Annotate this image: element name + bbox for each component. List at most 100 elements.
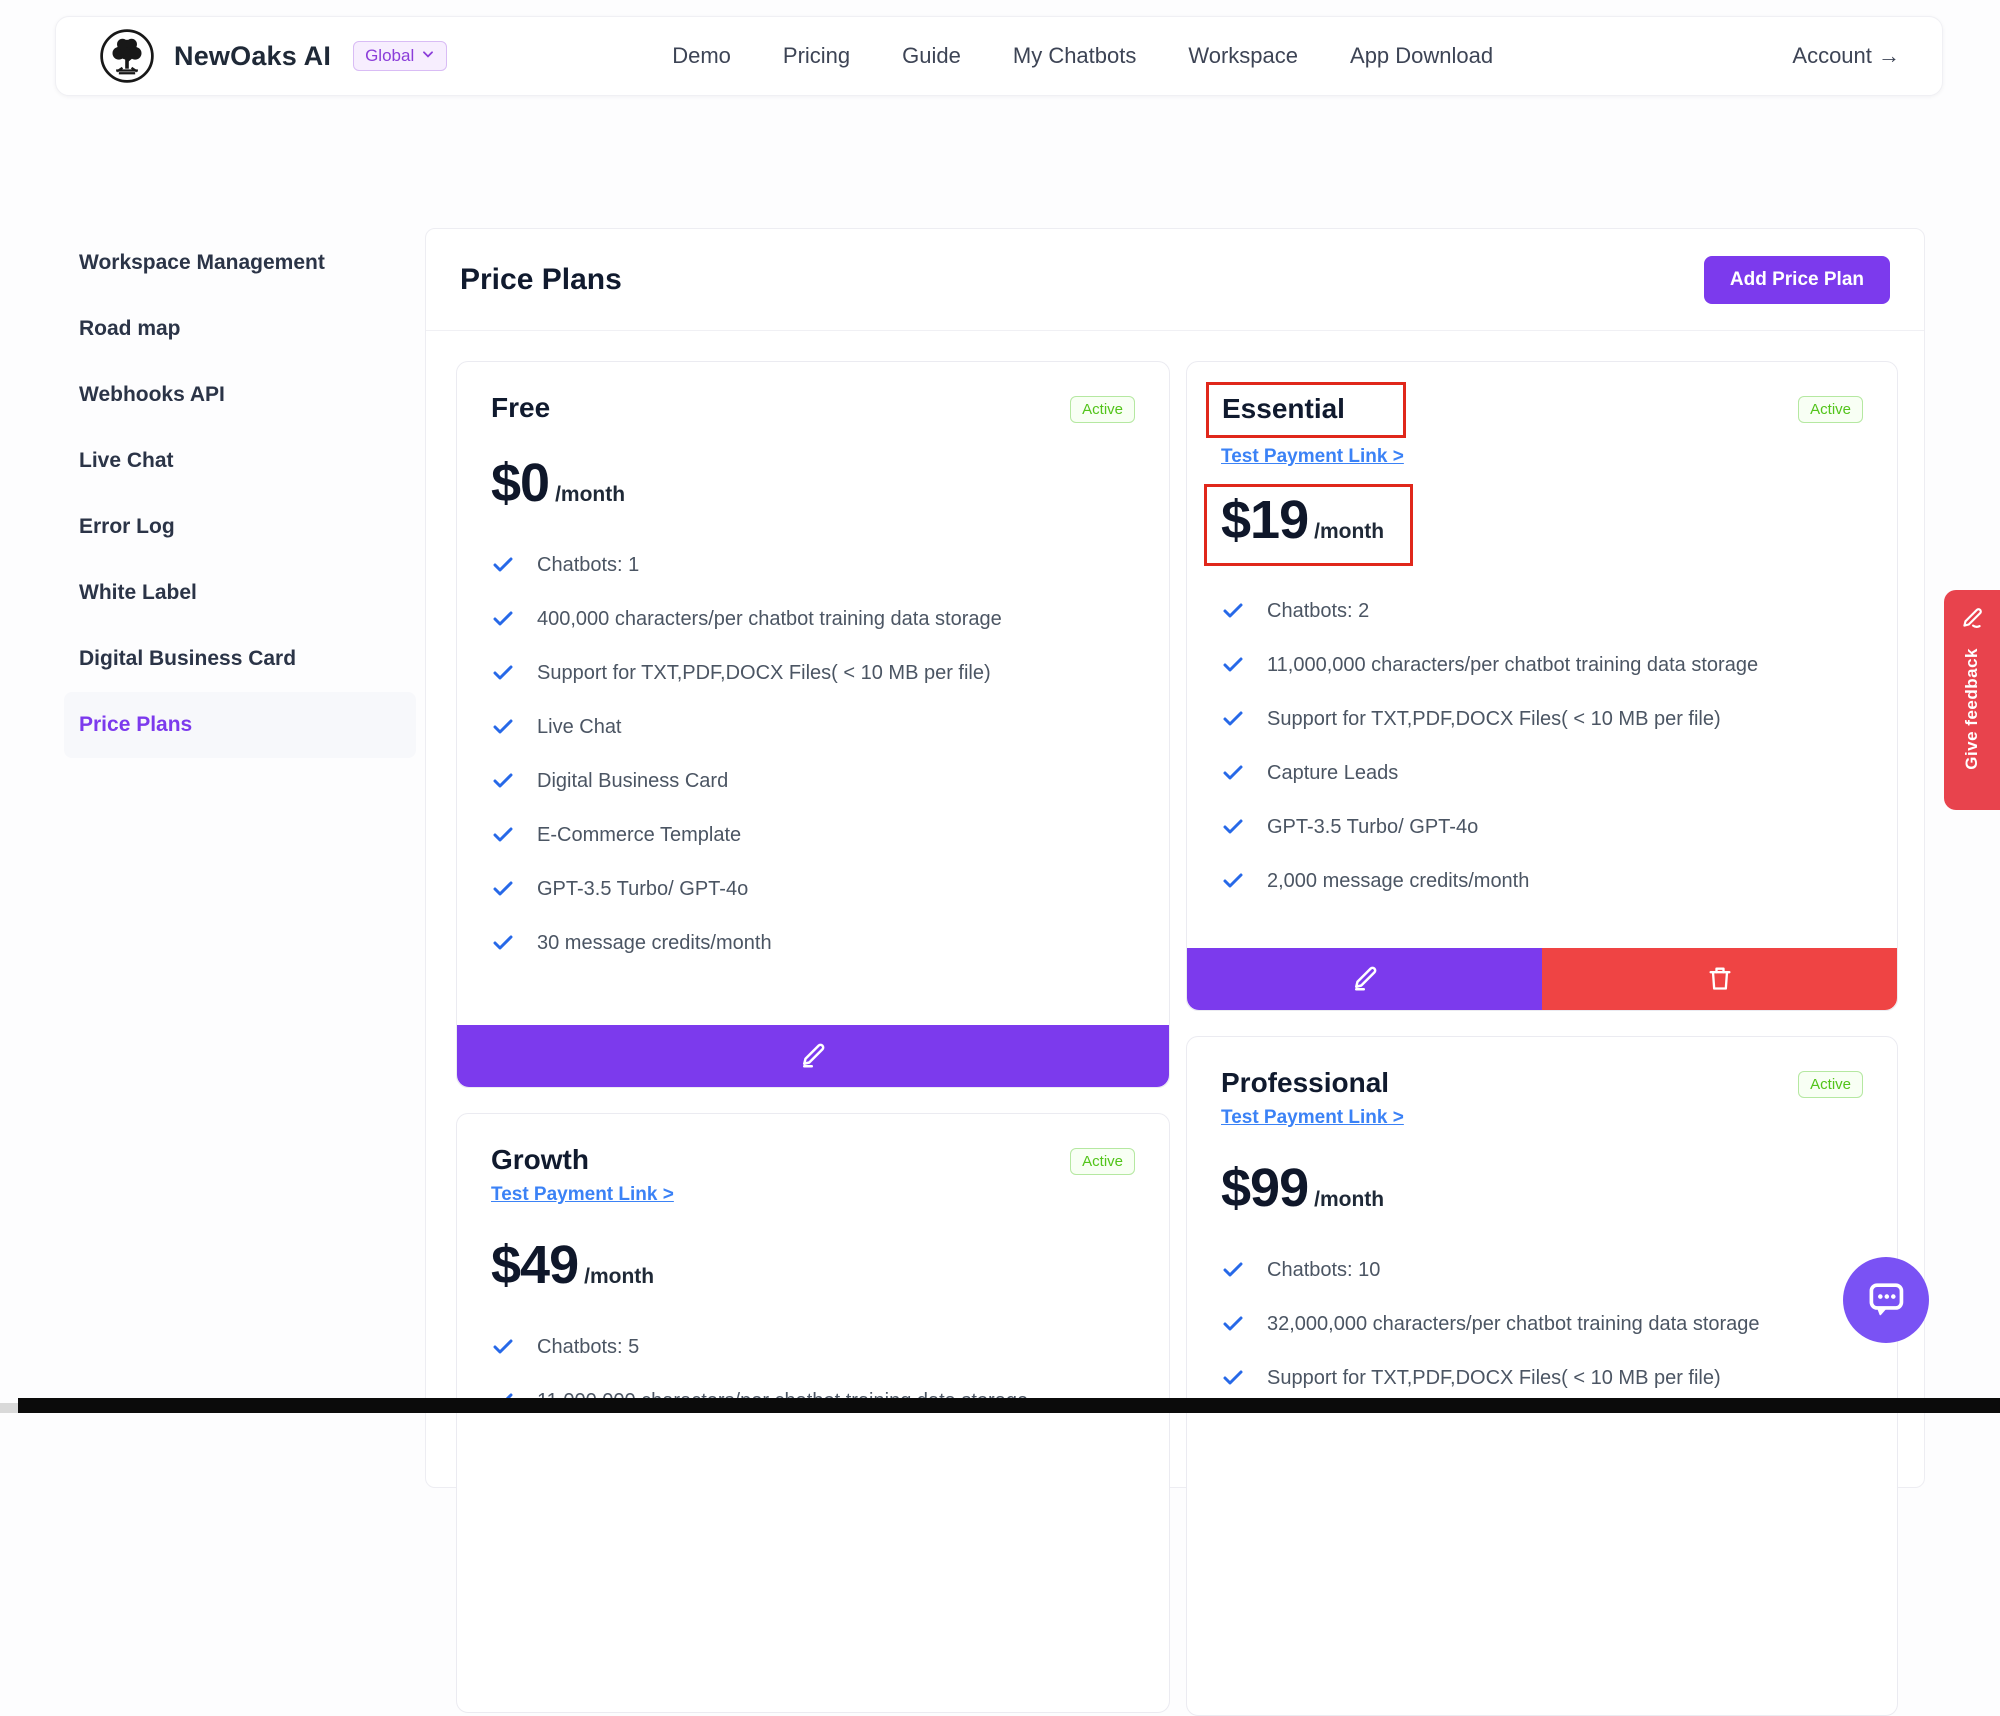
tree-logo-icon bbox=[98, 27, 156, 85]
main-nav: Demo Pricing Guide My Chatbots Workspace… bbox=[672, 43, 1493, 69]
plan-card-professional: Professional Active Test Payment Link > … bbox=[1186, 1036, 1898, 1716]
feature-item: 32,000,000 characters/per chatbot traini… bbox=[1221, 1297, 1863, 1351]
check-icon bbox=[491, 661, 515, 685]
account-link[interactable]: Account → bbox=[1792, 43, 1900, 68]
plan-price: $49 bbox=[491, 1235, 579, 1295]
status-badge: Active bbox=[1070, 1148, 1135, 1175]
plan-price: $99 bbox=[1221, 1158, 1309, 1218]
feature-item: Digital Business Card bbox=[491, 754, 1135, 808]
feature-item: 400,000 characters/per chatbot training … bbox=[491, 592, 1135, 646]
plan-period: /month bbox=[1314, 520, 1385, 543]
sidebar-item-white-label[interactable]: White Label bbox=[79, 581, 197, 604]
top-navbar: NewOaks AI Global Demo Pricing Guide My … bbox=[55, 16, 1943, 96]
feature-item: 2,000 message credits/month bbox=[1221, 854, 1863, 908]
chevron-down-icon bbox=[421, 46, 435, 66]
sidebar-item-error-log[interactable]: Error Log bbox=[79, 515, 175, 538]
plan-period: /month bbox=[1314, 1188, 1385, 1211]
pencil-icon bbox=[798, 1040, 828, 1073]
plan-card-free: Free Active $0/month Chatbots: 1 400,000… bbox=[456, 361, 1170, 1088]
nav-item-demo[interactable]: Demo bbox=[672, 43, 731, 68]
annotation-box-price: $19/month bbox=[1204, 484, 1414, 566]
sidebar-item-workspace-management[interactable]: Workspace Management bbox=[79, 251, 325, 274]
status-badge: Active bbox=[1070, 396, 1135, 423]
plan-name: Free bbox=[491, 392, 551, 423]
brand-name: NewOaks AI bbox=[174, 40, 332, 71]
trash-icon bbox=[1706, 964, 1734, 995]
feature-item: Chatbots: 1 bbox=[491, 538, 1135, 592]
give-feedback-label: Give feedback bbox=[1962, 648, 1981, 770]
check-icon bbox=[491, 715, 515, 739]
plan-period: /month bbox=[555, 483, 626, 506]
give-feedback-tab[interactable]: Give feedback bbox=[1944, 590, 2000, 810]
check-icon bbox=[1221, 761, 1245, 785]
delete-plan-button[interactable] bbox=[1542, 948, 1897, 1010]
sidebar-item-digital-business-card[interactable]: Digital Business Card bbox=[79, 647, 297, 670]
check-icon bbox=[1221, 653, 1245, 677]
check-icon bbox=[1221, 1312, 1245, 1336]
check-icon bbox=[491, 823, 515, 847]
check-icon bbox=[1221, 707, 1245, 731]
plan-name: Growth bbox=[491, 1144, 589, 1175]
chat-widget-button[interactable] bbox=[1843, 1257, 1929, 1343]
plan-name: Professional bbox=[1221, 1067, 1390, 1098]
check-icon bbox=[491, 1335, 515, 1359]
feature-list: Chatbots: 2 11,000,000 characters/per ch… bbox=[1221, 584, 1863, 908]
feature-item: Capture Leads bbox=[1221, 746, 1863, 800]
chat-bubble-icon bbox=[1860, 1273, 1912, 1328]
edit-plan-button[interactable] bbox=[1187, 948, 1542, 1010]
feature-item: Live Chat bbox=[491, 700, 1135, 754]
feature-item: Support for TXT,PDF,DOCX Files( < 10 MB … bbox=[491, 646, 1135, 700]
check-icon bbox=[491, 931, 515, 955]
pencil-icon bbox=[1350, 963, 1380, 996]
check-icon bbox=[1221, 1258, 1245, 1282]
bottom-bar-stub bbox=[0, 1403, 18, 1413]
feature-item: Chatbots: 5 bbox=[491, 1320, 1135, 1374]
check-icon bbox=[491, 769, 515, 793]
feature-item: E-Commerce Template bbox=[491, 808, 1135, 862]
page-title: Price Plans bbox=[460, 262, 622, 296]
panel-header: Price Plans Add Price Plan bbox=[426, 229, 1924, 331]
test-payment-link[interactable]: Test Payment Link > bbox=[1221, 1107, 1404, 1128]
check-icon bbox=[491, 607, 515, 631]
nav-item-workspace[interactable]: Workspace bbox=[1188, 43, 1299, 68]
edit-plan-button[interactable] bbox=[457, 1025, 1169, 1087]
settings-sidebar: Workspace Management Road map Webhooks A… bbox=[64, 230, 416, 758]
plan-card-growth: Growth Active Test Payment Link > $49/mo… bbox=[456, 1113, 1170, 1713]
check-icon bbox=[491, 553, 515, 577]
feature-list: Chatbots: 10 32,000,000 characters/per c… bbox=[1221, 1243, 1863, 1405]
pencil-icon bbox=[1959, 605, 1985, 636]
check-icon bbox=[491, 877, 515, 901]
plan-card-essential: Essential Active Test Payment Link > $19… bbox=[1186, 361, 1898, 1011]
plan-period: /month bbox=[584, 1265, 655, 1288]
bottom-black-bar bbox=[18, 1398, 2000, 1413]
sidebar-item-price-plans[interactable]: Price Plans bbox=[64, 692, 416, 758]
nav-item-guide[interactable]: Guide bbox=[902, 43, 961, 68]
sidebar-item-webhooks-api[interactable]: Webhooks API bbox=[79, 383, 225, 406]
feature-item: Chatbots: 2 bbox=[1221, 584, 1863, 638]
plan-name: Essential bbox=[1222, 393, 1345, 424]
check-icon bbox=[1221, 1366, 1245, 1390]
plan-price: $0 bbox=[491, 453, 550, 513]
nav-item-app-download[interactable]: App Download bbox=[1350, 43, 1494, 68]
check-icon bbox=[1221, 815, 1245, 839]
nav-item-pricing[interactable]: Pricing bbox=[782, 43, 851, 68]
feature-item: Support for TXT,PDF,DOCX Files( < 10 MB … bbox=[1221, 692, 1863, 746]
test-payment-link[interactable]: Test Payment Link > bbox=[1221, 446, 1404, 467]
status-badge: Active bbox=[1798, 396, 1863, 423]
feature-item: 30 message credits/month bbox=[491, 916, 1135, 970]
plan-price: $19 bbox=[1221, 490, 1309, 550]
check-icon bbox=[1221, 599, 1245, 623]
feature-list: Chatbots: 1 400,000 characters/per chatb… bbox=[491, 538, 1135, 970]
sidebar-item-live-chat[interactable]: Live Chat bbox=[79, 449, 174, 472]
annotation-box-plan-name: Essential bbox=[1206, 382, 1406, 438]
nav-item-my-chatbots[interactable]: My Chatbots bbox=[1012, 43, 1137, 68]
region-selector[interactable]: Global bbox=[353, 41, 448, 71]
sidebar-item-road-map[interactable]: Road map bbox=[79, 317, 181, 340]
price-plans-panel: Price Plans Add Price Plan Free Active $… bbox=[425, 228, 1925, 1716]
feature-item: 11,000,000 characters/per chatbot traini… bbox=[1221, 638, 1863, 692]
feature-item: Chatbots: 10 bbox=[1221, 1243, 1863, 1297]
region-label: Global bbox=[365, 46, 415, 65]
test-payment-link[interactable]: Test Payment Link > bbox=[491, 1184, 674, 1205]
add-price-plan-button[interactable]: Add Price Plan bbox=[1703, 255, 1890, 304]
feature-item: Support for TXT,PDF,DOCX Files( < 10 MB … bbox=[1221, 1351, 1863, 1405]
